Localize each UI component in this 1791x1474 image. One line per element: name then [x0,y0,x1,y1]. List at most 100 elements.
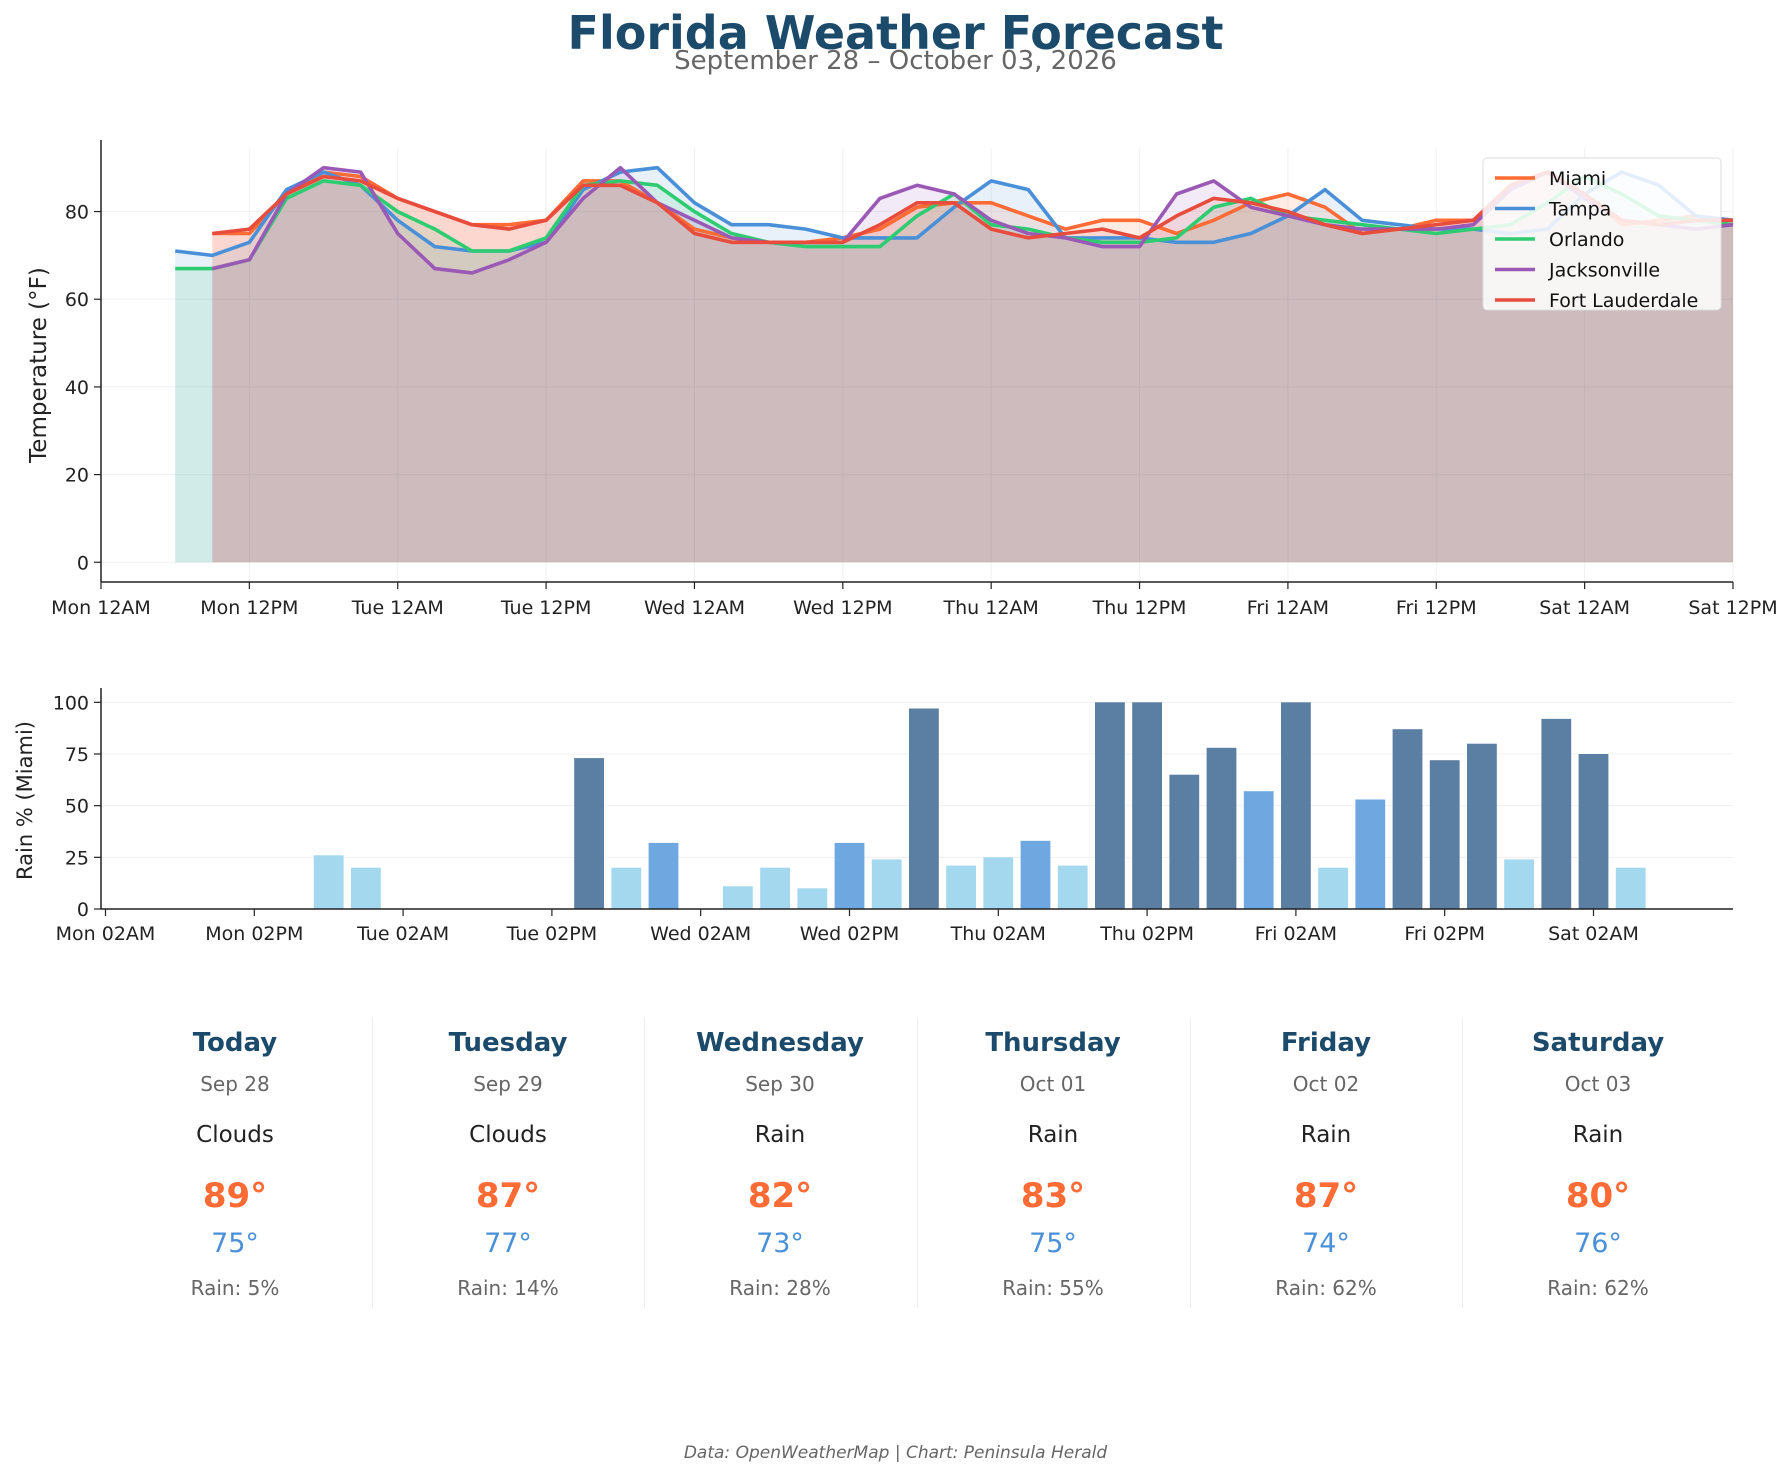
rain-bar [1206,747,1237,909]
temp-y-tick-label: 0 [77,552,89,574]
forecast-condition: Rain [1572,1122,1624,1148]
rain-x-tick-label: Thu 02AM [950,923,1046,945]
temp-area-jacksonville [212,167,1733,563]
forecast-day-card: Today Sep 28 Clouds 89° 75° Rain: 5% [99,1018,371,1308]
rain-bar [611,867,642,909]
temp-x-tick-label: Wed 12PM [793,597,893,619]
rain-x-tick-label: Sat 02AM [1548,923,1639,945]
daily-forecast: Today Sep 28 Clouds 89° 75° Rain: 5% Tue… [99,1018,1729,1308]
forecast-rain: Rain: 55% [1002,1276,1104,1300]
forecast-condition: Rain [1300,1122,1352,1148]
forecast-day-card: Tuesday Sep 29 Clouds 87° 77° Rain: 14% [372,1018,644,1308]
temp-area-fort-lauderdale [212,172,1733,563]
rain-bar [351,867,381,909]
forecast-divider [644,1018,645,1308]
temp-x-tick-label: Mon 12PM [200,597,298,619]
temp-x-tick-label: Sat 12AM [1539,597,1630,619]
rain-bar [1020,840,1051,909]
rain-x-tick-label: Wed 02AM [650,923,751,945]
temp-x-tick-label: Tue 12AM [351,597,444,619]
rain-bar [1057,865,1088,909]
rain-bar [313,855,344,909]
forecast-rain: Rain: 62% [1547,1276,1649,1300]
forecast-condition: Clouds [469,1122,547,1148]
rain-y-tick-label: 0 [77,899,89,921]
rain-bar [1355,799,1386,909]
temp-y-tick-label: 20 [65,465,89,487]
forecast-day-name: Friday [1280,1028,1372,1058]
forecast-high: 82° [747,1176,813,1216]
rain-bar [1467,743,1497,909]
legend-entry: Jacksonville [1548,260,1660,282]
forecast-date: Sep 28 [200,1072,270,1096]
forecast-divider [1190,1018,1191,1308]
temp-x-tick-label: Thu 12PM [1092,597,1187,619]
rain-x-tick-label: Mon 02AM [56,923,156,945]
forecast-day-name: Today [192,1028,278,1058]
temp-x-tick-label: Wed 12AM [644,597,745,619]
temp-y-tick-label: 80 [65,202,89,224]
chart-title: Florida Weather Forecast [567,6,1224,60]
legend-box [1482,157,1722,311]
forecast-day-card: Saturday Oct 03 Rain 80° 76° Rain: 62% [1462,1018,1734,1308]
forecast-high: 87° [1293,1176,1359,1216]
forecast-low: 74° [1302,1228,1350,1259]
rain-bar [1615,867,1646,909]
temp-area-tampa [175,167,1734,563]
rain-bar [1095,702,1125,909]
rain-bar [574,758,604,909]
forecast-high: 80° [1565,1176,1631,1216]
rain-x-tick-label: Mon 02PM [205,923,303,945]
rain-bar [723,886,753,909]
legend-entry: Orlando [1549,229,1624,251]
temp-x-tick-label: Fri 12PM [1396,597,1477,619]
temp-area-orlando [175,176,1734,563]
temperature-line-chart: 0 20 40 60 80 Mon 12AM Mon 12PM Tue 12AM Tue 12P… [26,140,1778,619]
rain-x-tick-label: Tue 02PM [506,923,598,945]
forecast-date: Sep 30 [745,1072,815,1096]
rain-bar [1392,729,1423,909]
rain-bar [648,842,679,909]
rain-y-tick-label: 75 [65,744,89,766]
forecast-high: 87° [475,1176,541,1216]
chart-footer: Data: OpenWeatherMap | Chart: Peninsula … [683,1443,1108,1463]
forecast-condition: Rain [754,1122,806,1148]
forecast-condition: Rain [1027,1122,1079,1148]
rain-bar [834,842,865,909]
rain-bar [946,865,976,909]
temp-x-tick-label: Fri 12AM [1247,597,1329,619]
legend-entry: Miami [1549,168,1606,190]
rain-bar [1169,774,1200,909]
temp-x-tick-label: Sat 12PM [1688,597,1777,619]
temp-x-tick-label: Mon 12AM [51,597,151,619]
legend-entry: Fort Lauderdale [1549,290,1698,312]
forecast-rain: Rain: 14% [457,1276,559,1300]
forecast-rain: Rain: 28% [729,1276,831,1300]
forecast-low: 73° [756,1228,804,1259]
forecast-low: 77° [484,1228,532,1259]
temp-y-axis-label: Temperature (°F) [26,267,52,464]
temp-x-tick-label: Tue 12PM [500,597,592,619]
forecast-day-card: Wednesday Sep 30 Rain 82° 73° Rain: 28% [644,1018,916,1308]
temp-x-tick-label: Thu 12AM [943,597,1039,619]
forecast-date: Oct 03 [1564,1072,1632,1096]
temp-line-jacksonville [211,165,1734,275]
temp-y-tick-label: 60 [65,289,89,311]
temp-y-tick-label: 40 [65,377,89,399]
rain-bar [1281,702,1311,909]
forecast-day-card: Friday Oct 02 Rain 87° 74° Rain: 62% [1190,1018,1462,1308]
forecast-low: 75° [1029,1228,1077,1259]
rain-bar [1429,760,1460,909]
rain-bar [1578,754,1609,909]
chart-subtitle: September 28 – October 03, 2026 [674,46,1117,76]
forecast-rain: Rain: 62% [1275,1276,1377,1300]
rain-x-tick-label: Wed 02PM [800,923,900,945]
rain-bar [983,857,1014,909]
forecast-day-name: Wednesday [696,1028,864,1058]
forecast-rain: Rain: 5% [190,1276,280,1300]
forecast-day-card: Thursday Oct 01 Rain 83° 75° Rain: 55% [917,1018,1189,1308]
rain-x-tick-label: Tue 02AM [356,923,449,945]
forecast-high: 89° [202,1176,268,1216]
forecast-low: 75° [211,1228,259,1259]
forecast-day-name: Tuesday [448,1028,568,1058]
